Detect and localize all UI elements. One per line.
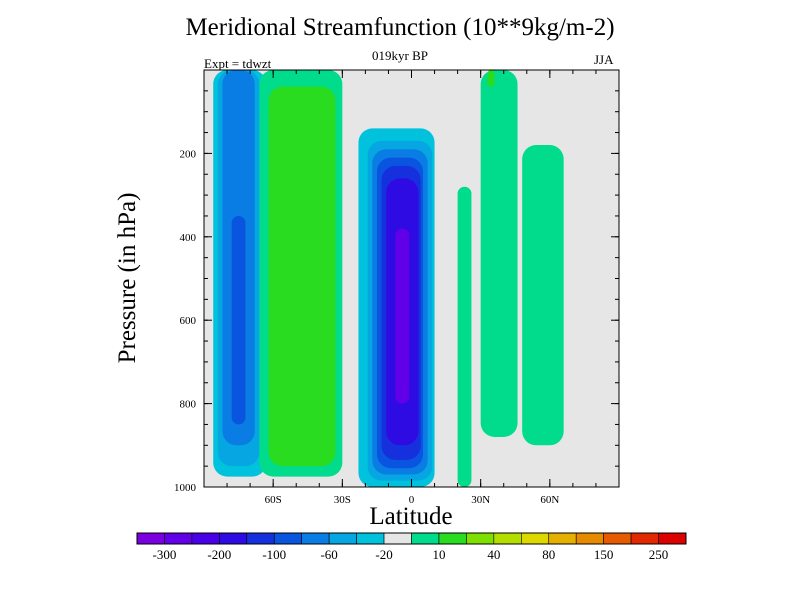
y-tick-label: 400 <box>180 232 197 244</box>
x-tick-label: 60N <box>540 494 559 506</box>
colorbar-swatch <box>273 532 303 545</box>
colorbar-swatch <box>383 532 412 545</box>
colorbar-label: -60 <box>320 547 337 562</box>
contour-northern-cell <box>522 145 564 446</box>
colorbar-swatch <box>328 532 357 545</box>
colorbar-label: 10 <box>432 547 445 562</box>
contour-southern-cell-core <box>231 215 246 425</box>
colorbar-swatch <box>246 532 275 545</box>
colorbar-swatch <box>548 532 577 545</box>
contour-ferrel-cell <box>268 86 336 467</box>
colorbar-swatch <box>411 532 440 545</box>
colorbar-swatch <box>493 532 522 545</box>
contour-northern-cell <box>457 186 472 487</box>
colorbar-swatch <box>438 532 467 545</box>
contour-hadley-cell-core <box>395 228 410 404</box>
colorbar-label: -200 <box>207 547 231 562</box>
chart-title: Meridional Streamfunction (10**9kg/m-2) <box>185 14 615 41</box>
colorbar-label: -300 <box>153 547 177 562</box>
x-axis-label: Latitude <box>369 503 453 530</box>
y-tick-label: 200 <box>180 148 197 160</box>
x-tick-label: 30S <box>334 494 351 506</box>
colorbar-swatch <box>466 532 495 545</box>
colorbar-label: 40 <box>487 547 500 562</box>
contour-northern-cell-top <box>487 70 495 87</box>
x-tick-label: 60S <box>265 494 282 506</box>
colorbar-swatch <box>520 532 550 545</box>
chart-subtitle: 019kyr BP <box>372 48 428 63</box>
y-tick-label: 600 <box>180 315 197 327</box>
season-label: JJA <box>594 52 614 67</box>
colorbar-label: -100 <box>262 547 286 562</box>
colorbar-swatch <box>301 532 330 545</box>
colorbar-label: 80 <box>542 547 555 562</box>
colorbar-swatch <box>356 532 385 545</box>
colorbar-swatch <box>603 532 632 545</box>
y-tick-label: 1000 <box>174 482 197 494</box>
colorbar-label: -20 <box>375 547 392 562</box>
contour-northern-cell <box>480 70 518 437</box>
colorbar-swatch <box>136 532 165 545</box>
contour-regions <box>213 70 564 487</box>
colorbar-frame <box>136 532 687 545</box>
colorbar-label: 150 <box>594 547 614 562</box>
x-tick-label: 0 <box>409 494 415 506</box>
colorbar-swatch <box>575 532 604 545</box>
colorbar-swatch <box>164 532 193 545</box>
colorbar-swatch <box>658 532 687 545</box>
colorbar-label: 250 <box>649 547 669 562</box>
colorbar-swatch <box>630 532 659 545</box>
colorbar-swatch <box>191 532 220 545</box>
experiment-label: Expt = tdwzt <box>204 56 272 71</box>
colorbar-swatch <box>219 532 248 545</box>
x-tick-label: 30N <box>471 494 490 506</box>
y-tick-label: 800 <box>180 399 197 411</box>
